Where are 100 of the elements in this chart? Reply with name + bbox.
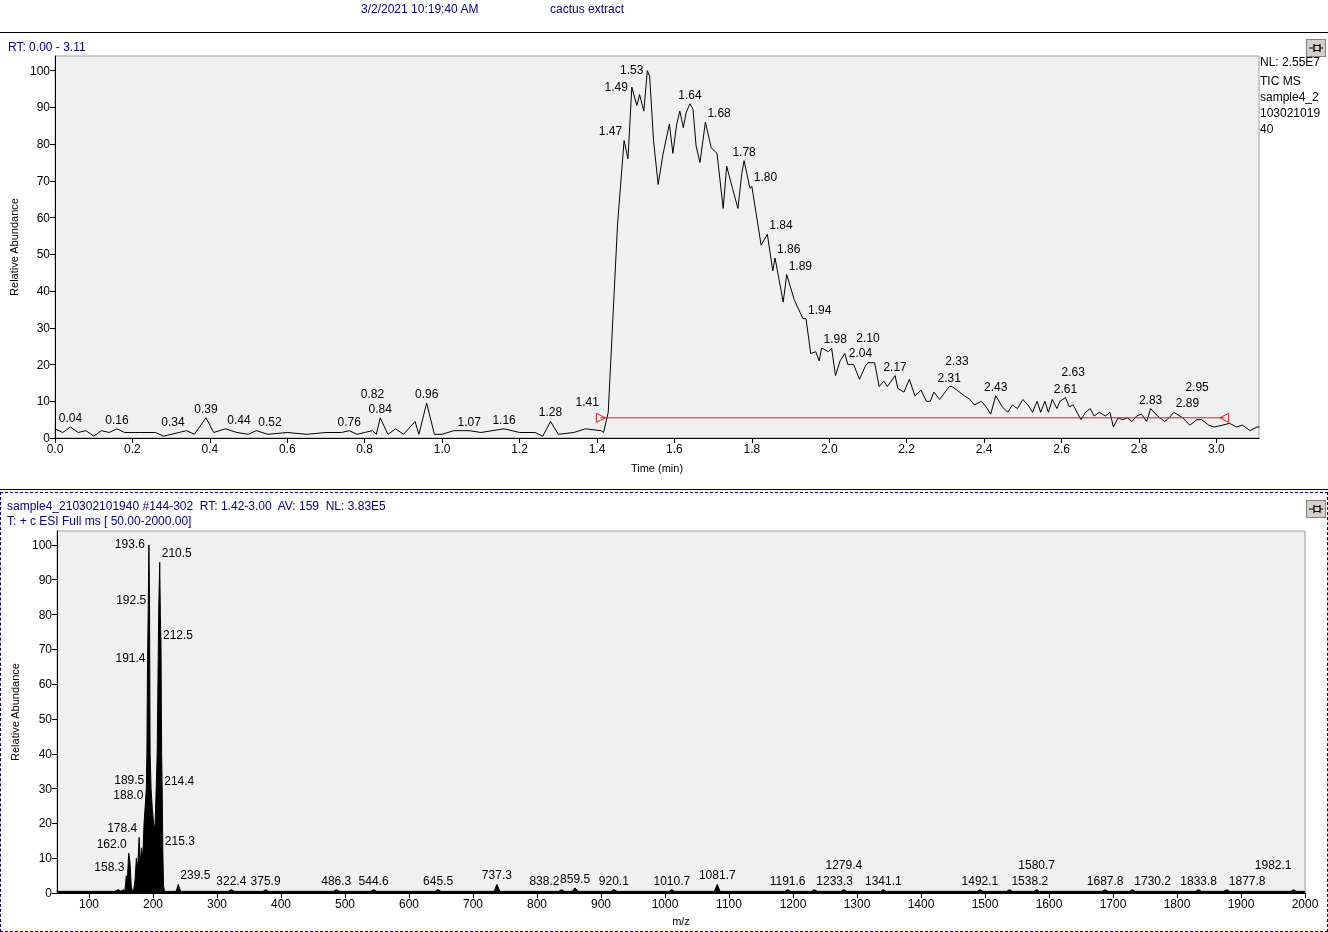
x-tick-label: 2.2 — [898, 442, 916, 456]
x-axis-title: Time (min) — [630, 461, 684, 474]
x-tick-label: 1200 — [779, 897, 807, 912]
x-axis-title: m/z — [672, 914, 690, 927]
annotation: 178.4 — [107, 821, 138, 836]
annotation: 2.33 — [945, 354, 970, 369]
annotation: 0.76 — [337, 414, 362, 429]
annotation: 1191.6 — [769, 873, 806, 888]
x-tick-label: 1.2 — [511, 442, 529, 456]
annotation: 0.84 — [368, 401, 393, 416]
y-tick-label: 10 — [36, 394, 51, 409]
annotation: 1081.7 — [698, 868, 736, 883]
annotation: 192.5 — [116, 593, 147, 608]
y-tick-label: 60 — [36, 210, 51, 225]
annotation: 920.1 — [598, 873, 630, 888]
annotation: 239.5 — [180, 868, 211, 883]
x-tick-label: 0.8 — [356, 442, 374, 456]
annotation: 162.0 — [96, 837, 128, 852]
x-tick-label: 800 — [526, 897, 548, 912]
y-tick-label: 70 — [38, 642, 53, 657]
annotation: 1.41 — [575, 394, 600, 409]
x-tick-label: 1900 — [1227, 897, 1255, 912]
annotation: 1877.8 — [1228, 873, 1266, 888]
annotation: 1.78 — [732, 144, 757, 159]
y-tick-label: 90 — [38, 572, 53, 587]
annotation: 1.94 — [808, 302, 832, 317]
x-tick-label: 1500 — [971, 897, 999, 912]
y-tick-label: 100 — [31, 537, 53, 552]
annotation: 2.89 — [1175, 396, 1200, 411]
annotation: 1.07 — [457, 414, 482, 429]
x-tick-label: 600 — [398, 897, 420, 912]
annotation: 191.4 — [115, 650, 146, 665]
x-tick-label: 1600 — [1035, 897, 1063, 912]
text: NL: 2.55E7 — [1260, 54, 1321, 70]
annotation: 0.04 — [58, 410, 83, 425]
annotation: 1580.7 — [1018, 857, 1056, 872]
annotation: 188.0 — [113, 788, 144, 803]
y-tick-label: 0 — [43, 431, 51, 445]
y-tick-label: 30 — [38, 781, 53, 796]
x-tick-label: 0.4 — [201, 442, 219, 456]
annotation: 2.10 — [856, 330, 880, 345]
annotation: 2.43 — [984, 379, 1008, 394]
x-tick-label: 2.8 — [1130, 442, 1148, 456]
annotation: 193.6 — [114, 537, 146, 552]
annotation: 375.9 — [250, 873, 281, 888]
annotation: 1279.4 — [825, 857, 863, 872]
annotation: 214.4 — [164, 774, 195, 789]
annotation: 1.47 — [598, 124, 623, 139]
annotation: 212.5 — [163, 628, 194, 643]
x-tick-label: 1.6 — [666, 442, 684, 456]
annotation: 2.95 — [1185, 379, 1210, 394]
x-tick-label: 1.0 — [433, 442, 451, 456]
x-tick-label: 700 — [462, 897, 484, 912]
annotation: 2.31 — [937, 370, 962, 385]
annotation: 215.3 — [164, 833, 196, 848]
annotation: 1233.3 — [816, 873, 854, 888]
x-tick-label: 300 — [206, 897, 228, 912]
annotation: 1982.1 — [1254, 857, 1292, 872]
annotation: 1341.1 — [864, 873, 902, 888]
annotation: 1.84 — [769, 218, 794, 233]
y-axis-title: Relative Abundance — [7, 198, 20, 296]
chart-title: sample4_210302101940 #144-302 RT: 1.42-3.00 AV: 159 NL: 3.83E5 — [7, 499, 386, 513]
x-tick-label: 1000 — [651, 897, 679, 912]
annotation: 1.86 — [777, 242, 801, 257]
annotation: 2.61 — [1053, 381, 1078, 396]
annotation: 210.5 — [161, 546, 193, 561]
annotation: 322.4 — [216, 873, 247, 888]
x-tick-label: 400 — [270, 897, 292, 912]
x-tick-label: 2.0 — [820, 442, 838, 456]
y-tick-label: 20 — [38, 816, 53, 831]
chart-subtitle: 3/2/2021 10:19:40 AM — [361, 2, 479, 16]
annotation: 1.28 — [538, 405, 563, 420]
x-tick-label: 500 — [334, 897, 356, 912]
annotation: 1730.2 — [1134, 873, 1172, 888]
x-tick-label: 900 — [590, 897, 612, 912]
annotation: 1.98 — [823, 332, 848, 347]
y-tick-label: 50 — [36, 247, 51, 262]
annotation: 859.5 — [560, 871, 591, 886]
y-tick-label: 80 — [36, 137, 51, 152]
x-tick-label: 0.6 — [278, 442, 296, 456]
chart-subtitle: T: + c ESI Full ms [ 50.00-2000.00] — [7, 514, 192, 528]
x-tick-label: 0.2 — [124, 442, 142, 456]
annotation: 1492.1 — [961, 873, 999, 888]
annotation: 645.5 — [423, 873, 454, 888]
x-tick-label: 2000 — [1291, 897, 1319, 912]
x-tick-label: 3.0 — [1208, 442, 1226, 456]
x-tick-label: 1100 — [716, 897, 743, 912]
annotation: 0.34 — [161, 414, 185, 429]
annotation: 1.89 — [788, 258, 813, 273]
annotation: 0.39 — [194, 401, 218, 416]
annotation: 486.3 — [321, 873, 352, 888]
text: TIC MS sample4_210302101940 — [1260, 73, 1321, 137]
y-tick-label: 10 — [38, 851, 53, 866]
x-tick-label: 1.8 — [743, 442, 761, 456]
y-tick-label: 40 — [38, 746, 53, 761]
x-tick-label: 1800 — [1163, 897, 1191, 912]
annotation: 0.16 — [105, 412, 129, 427]
annotation: 1.64 — [678, 87, 702, 102]
y-tick-label: 100 — [29, 63, 51, 78]
annotation: 2.63 — [1061, 364, 1086, 379]
